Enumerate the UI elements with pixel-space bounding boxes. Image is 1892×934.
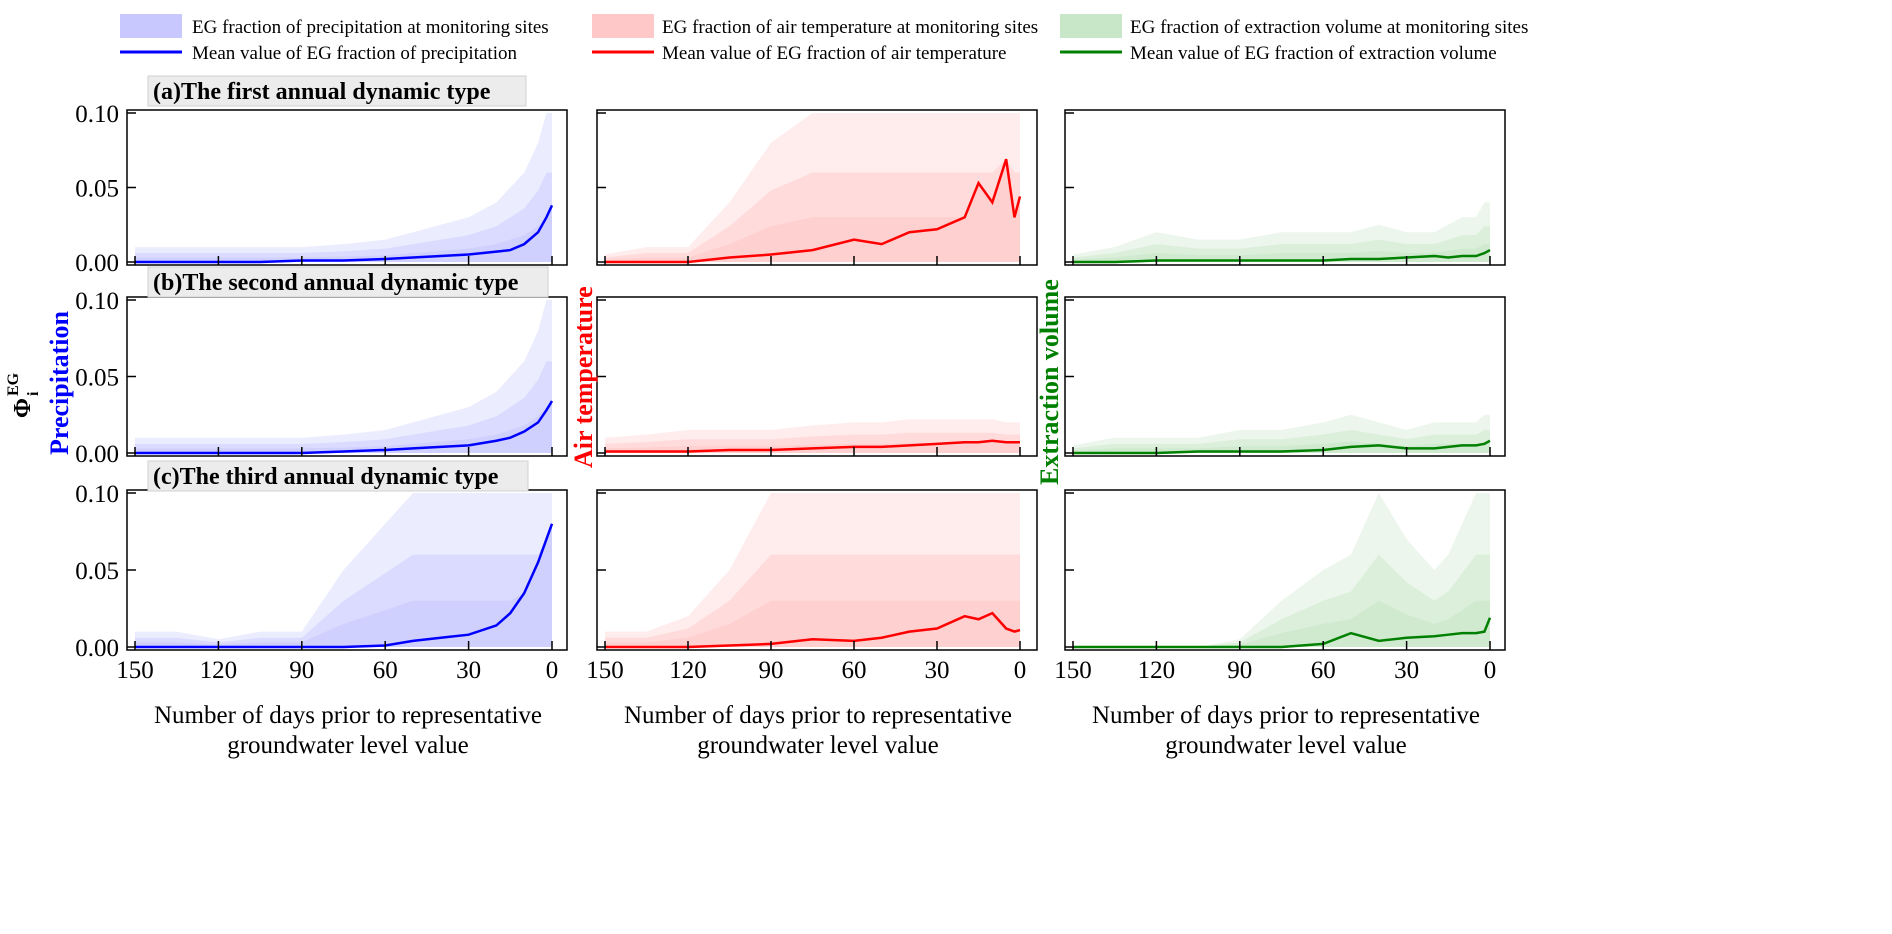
y-tick-label: 0.10 xyxy=(75,288,119,315)
band-extraction-volume-row1-layer1 xyxy=(1073,202,1490,262)
x-tick-label: 60 xyxy=(373,657,398,684)
row-title-box-a xyxy=(147,75,527,107)
y-tick-label: 0.10 xyxy=(75,481,119,508)
plot-area-extraction-volume-row2 xyxy=(1065,297,1505,456)
legend-band-label-extraction-volume: EG fraction of extraction volume at moni… xyxy=(1130,17,1528,38)
row-title-box-b xyxy=(147,266,549,298)
x-label-line1-col3: Number of days prior to representative xyxy=(1092,702,1480,729)
legend-line-label-extraction-volume: Mean value of EG fraction of extraction … xyxy=(1130,43,1497,64)
panels: 0.00 0.05 0.10 0.00 0.05 0.10 0.00 0.05 0.10 150 1… xyxy=(75,101,1506,684)
x-tick-label: 0 xyxy=(1014,657,1027,684)
band-precipitation-row2-layer2 xyxy=(135,361,552,453)
legend-line-label-precipitation: Mean value of EG fraction of precipitati… xyxy=(192,43,517,64)
legend-band-swatch-air-temperature xyxy=(592,14,654,38)
mean-line-air-temperature-row1 xyxy=(605,158,1022,264)
x-tick-label: 120 xyxy=(200,657,238,684)
y-label-sup: EG xyxy=(5,372,22,396)
y-label-sub: i xyxy=(25,391,42,396)
row-title-a: (a)The first annual dynamic type xyxy=(153,79,491,105)
x-tick-label: 0 xyxy=(546,657,559,684)
x-tick-label: 60 xyxy=(842,657,867,684)
mean-line-extraction-volume-row2 xyxy=(1073,439,1491,455)
legend-band-label-air-temperature: EG fraction of air temperature at monito… xyxy=(662,17,1038,38)
x-label-line2-col2: groundwater level value xyxy=(697,732,939,759)
mean-line-precipitation-row2 xyxy=(135,400,554,455)
y-label-air-temperature: Air temperature xyxy=(569,286,598,468)
plot-area-precipitation-row2 xyxy=(127,297,567,456)
y-tick-label: 0.05 xyxy=(75,365,119,392)
mean-line-precipitation-row3 xyxy=(135,523,554,649)
plot-area-precipitation-row1 xyxy=(127,110,567,265)
x-tick-label: 90 xyxy=(289,657,314,684)
x-tick-label: 90 xyxy=(1227,657,1252,684)
row-title-b: (b)The second annual dynamic type xyxy=(153,270,519,296)
x-tick-label: 150 xyxy=(586,657,624,684)
y-label-phi: Φ xyxy=(10,398,36,418)
x-tick-label: 150 xyxy=(116,657,154,684)
y-tick-label: 0.00 xyxy=(75,441,119,468)
x-tick-label: 120 xyxy=(1138,657,1176,684)
legend-band-label-precipitation: EG fraction of precipitation at monitori… xyxy=(192,17,549,38)
band-precipitation-row2-layer3 xyxy=(135,400,552,453)
y-tick-label: 0.10 xyxy=(75,101,119,128)
y-label-extraction-volume: Extraction volume xyxy=(1035,279,1064,485)
band-air-temperature-row1-layer3 xyxy=(605,159,1020,262)
mean-line-precipitation-row1 xyxy=(135,204,554,264)
y-tick-label: 0.05 xyxy=(75,558,119,585)
band-precipitation-row1-layer3 xyxy=(135,205,552,262)
mean-line-air-temperature-row2 xyxy=(605,439,1020,453)
band-extraction-volume-row2-layer1 xyxy=(1073,414,1490,453)
y-tick-label: 0.00 xyxy=(75,635,119,662)
x-label-line2-col3: groundwater level value xyxy=(1165,732,1407,759)
y-tick-label: 0.05 xyxy=(75,176,119,203)
y-tick-label: 0.00 xyxy=(75,250,119,277)
legend-band-swatch-extraction-volume xyxy=(1060,14,1122,38)
x-tick-label: 60 xyxy=(1311,657,1336,684)
band-precipitation-row3-layer3 xyxy=(135,523,552,647)
x-tick-label: 120 xyxy=(669,657,707,684)
x-tick-label: 30 xyxy=(1394,657,1419,684)
band-precipitation-row1-layer1 xyxy=(135,113,552,262)
x-tick-label: 0 xyxy=(1484,657,1497,684)
legend-line-label-air-temperature: Mean value of EG fraction of air tempera… xyxy=(662,43,1006,64)
band-precipitation-row1-layer2 xyxy=(135,172,552,262)
x-tick-label: 30 xyxy=(925,657,950,684)
row-title-c: (c)The third annual dynamic type xyxy=(153,464,499,490)
band-extraction-volume-row2-layer3 xyxy=(1073,440,1490,453)
x-label-line1-col1: Number of days prior to representative xyxy=(154,702,542,729)
mean-line-extraction-volume-row3 xyxy=(1073,617,1492,649)
row-title-box-c xyxy=(147,460,529,492)
plot-area-air-temperature-row2 xyxy=(597,297,1037,456)
legend-band-swatch-precipitation xyxy=(120,14,182,38)
x-tick-label: 90 xyxy=(759,657,784,684)
y-label-precipitation: Precipitation xyxy=(45,311,74,455)
band-air-temperature-row3-layer3 xyxy=(605,600,1020,647)
band-precipitation-row2-layer1 xyxy=(135,300,552,453)
mean-line-air-temperature-row3 xyxy=(605,611,1021,649)
x-label-line1-col2: Number of days prior to representative xyxy=(624,702,1012,729)
x-tick-label: 150 xyxy=(1054,657,1092,684)
x-tick-label: 30 xyxy=(456,657,481,684)
plot-area-extraction-volume-row1 xyxy=(1065,110,1505,265)
y-axis-label: Φ i EG xyxy=(5,372,42,418)
mean-line-extraction-volume-row1 xyxy=(1073,248,1491,264)
band-extraction-volume-row3-layer3 xyxy=(1073,600,1490,647)
x-label-line2-col1: groundwater level value xyxy=(227,732,469,759)
legend: EG fraction of precipitation at monitori… xyxy=(120,14,1528,64)
